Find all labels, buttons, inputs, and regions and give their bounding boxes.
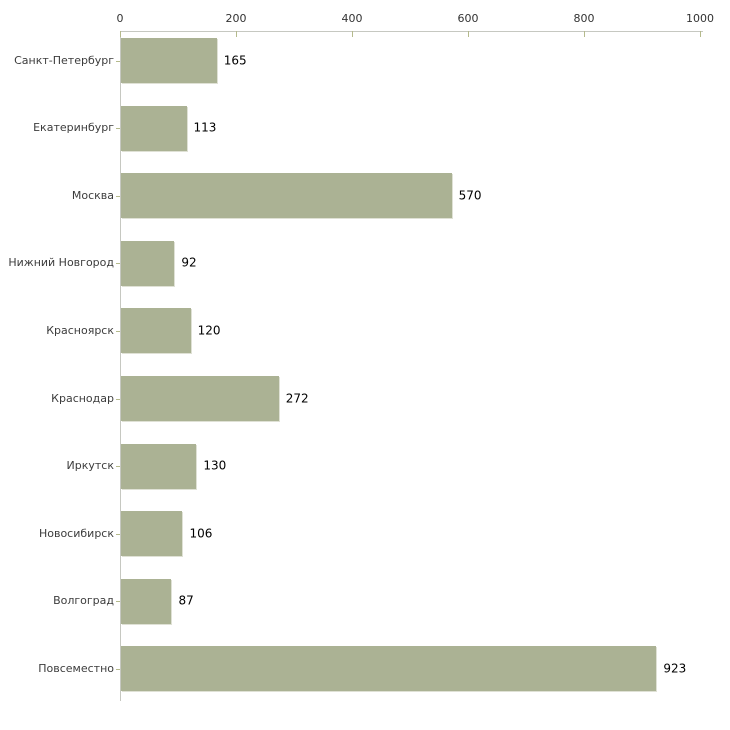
- category-label: Нижний Новгород: [8, 256, 114, 270]
- bar: [121, 308, 191, 354]
- bar: [121, 646, 657, 692]
- x-axis-tick-label: 400: [341, 12, 363, 25]
- value-label: 923: [663, 661, 687, 676]
- bar: [121, 443, 197, 489]
- value-label: 272: [285, 391, 309, 405]
- value-label: 87: [178, 593, 194, 608]
- category-tick: [116, 60, 120, 62]
- x-axis-tick: [700, 31, 701, 37]
- category-label: Волгоград: [53, 594, 114, 608]
- category-label: Краснодар: [51, 391, 114, 405]
- bar: [121, 173, 452, 219]
- x-axis-tick: [236, 31, 237, 37]
- category-tick: [116, 533, 120, 535]
- x-axis-tick: [468, 31, 469, 37]
- x-axis-tick-label: 200: [225, 12, 247, 25]
- category-tick: [116, 263, 120, 265]
- x-axis-tick: [120, 31, 121, 37]
- bar: [121, 578, 172, 624]
- category-label: Красноярск: [46, 323, 114, 337]
- category-label: Москва: [71, 188, 114, 202]
- x-axis-line: [120, 31, 703, 32]
- x-axis-tick-label: 0: [116, 12, 124, 25]
- category-tick: [116, 128, 120, 130]
- x-axis-tick-label: 1000: [686, 12, 714, 25]
- value-label: 106: [189, 526, 213, 541]
- bar: [121, 511, 183, 557]
- category-label: Екатеринбург: [33, 121, 114, 135]
- category-tick: [116, 330, 120, 332]
- x-axis-tick-label: 600: [457, 12, 479, 25]
- value-label: 92: [181, 255, 197, 270]
- bar: [121, 240, 175, 286]
- x-axis-tick: [584, 31, 585, 37]
- category-tick: [116, 668, 120, 670]
- category-tick: [116, 601, 120, 603]
- category-label: Новосибирск: [38, 526, 114, 540]
- category-label: Повсеместно: [38, 661, 114, 675]
- bar: [121, 376, 279, 421]
- bar: [121, 105, 187, 151]
- category-tick: [116, 466, 120, 468]
- category-label: Санкт-Петербург: [14, 53, 114, 67]
- category-tick: [116, 398, 120, 400]
- value-label: 130: [203, 458, 227, 473]
- category-tick: [116, 195, 120, 197]
- value-label: 570: [458, 188, 482, 203]
- value-label: 165: [223, 53, 247, 67]
- y-axis-line: [120, 31, 121, 701]
- category-label: Иркутск: [66, 459, 114, 473]
- value-label: 113: [193, 120, 217, 135]
- x-axis-tick-label: 800: [573, 12, 595, 25]
- bar: [121, 38, 217, 83]
- value-label: 120: [197, 323, 221, 338]
- x-axis-tick: [352, 31, 353, 37]
